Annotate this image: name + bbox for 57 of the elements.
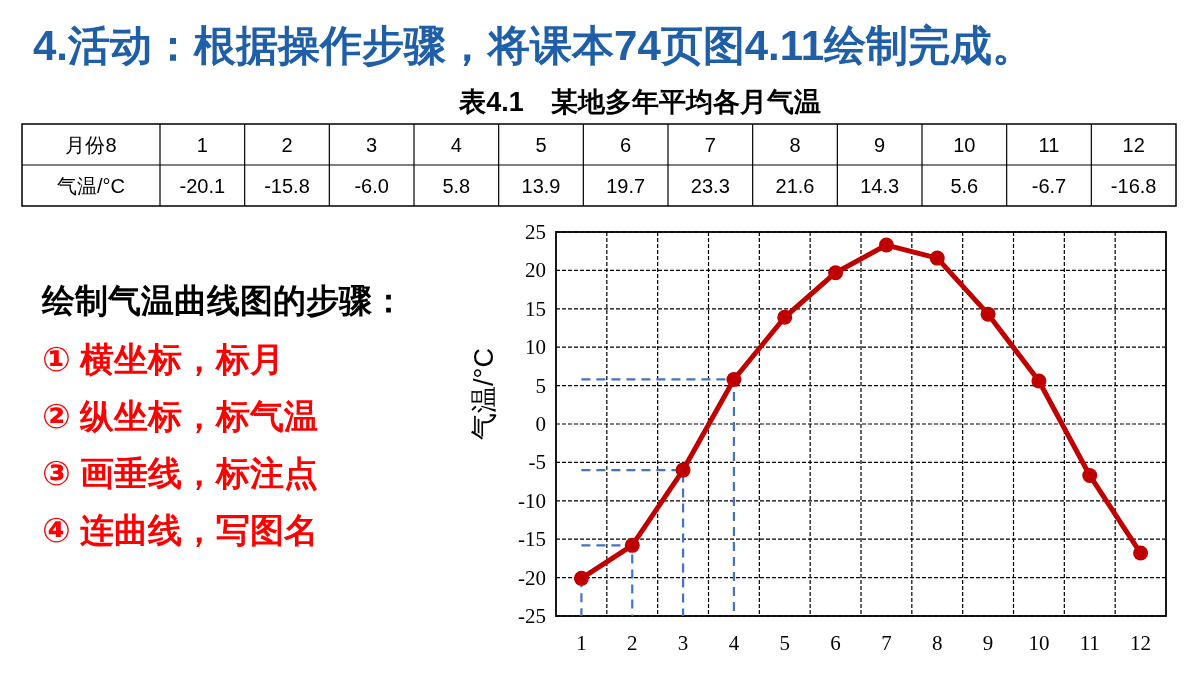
ytick: -10 [518,488,546,513]
table-category: 9 [874,133,886,156]
table-category: 7 [704,133,716,156]
xtick: 6 [830,631,841,655]
ytick: -20 [518,565,546,590]
table-category: 10 [953,133,976,156]
xtick: 2 [627,631,638,655]
annotation: ② 纵坐标，标气温 [42,397,319,435]
table-value: 21.6 [775,174,815,197]
table-value: 23.3 [690,174,730,197]
xtick: 5 [779,631,790,655]
table-value: -6.0 [354,174,389,197]
xtick: 11 [1079,631,1100,655]
table-header: 气温/°C [57,174,125,197]
table-value: 5.8 [442,174,471,197]
table-category: 8 [789,133,801,156]
table-value: -6.7 [1031,174,1067,197]
xtick: 9 [982,631,994,655]
table-category: 4 [450,133,462,156]
title: 4.活动：根据操作步骤，将课本74页图4.11绘制完成。 [33,22,1035,69]
table-value: -16.8 [1110,174,1157,197]
annotation: ① 横坐标，标月 [42,340,285,378]
table-value: 19.7 [606,174,646,197]
table-value: 13.9 [521,174,561,197]
ytick: -5 [528,450,546,475]
xtick: 3 [677,631,689,655]
ytick: -15 [518,527,546,552]
ytick: 25 [525,220,546,244]
table-category: 3 [366,133,378,156]
table-value: -15.8 [264,174,310,197]
xtick: 1 [576,631,587,655]
table-category: 6 [620,133,632,156]
xtick: 4 [728,631,740,655]
xtick: 10 [1028,631,1050,655]
table-value: 14.3 [860,174,900,197]
annotation: ④ 连曲线，写图名 [42,511,319,549]
table-category: 2 [281,133,293,156]
ytick: 15 [525,296,546,321]
annotation: 绘制气温曲线图的步骤： [42,282,405,319]
table-value: 5.6 [950,174,979,197]
ytick: -25 [518,604,546,628]
table-category: 5 [535,133,547,156]
table-category: 1 [196,133,208,156]
ytick: 5 [535,373,546,398]
xtick: 7 [881,631,892,655]
ylabel: 气温/°C [469,348,499,440]
xtick: 12 [1130,631,1152,655]
subtitle: 表4.1 某地多年平均各月气温 [459,87,821,117]
table-value: -20.1 [179,174,226,197]
xtick: 8 [932,631,943,655]
ytick: 20 [525,258,546,283]
table-category: 12 [1122,133,1145,156]
table-category: 11 [1038,133,1060,156]
ytick: 0 [535,412,546,436]
ytick: 10 [525,335,546,360]
table-header: 月份8 [65,133,117,156]
annotation: ③ 画垂线，标注点 [42,454,319,492]
